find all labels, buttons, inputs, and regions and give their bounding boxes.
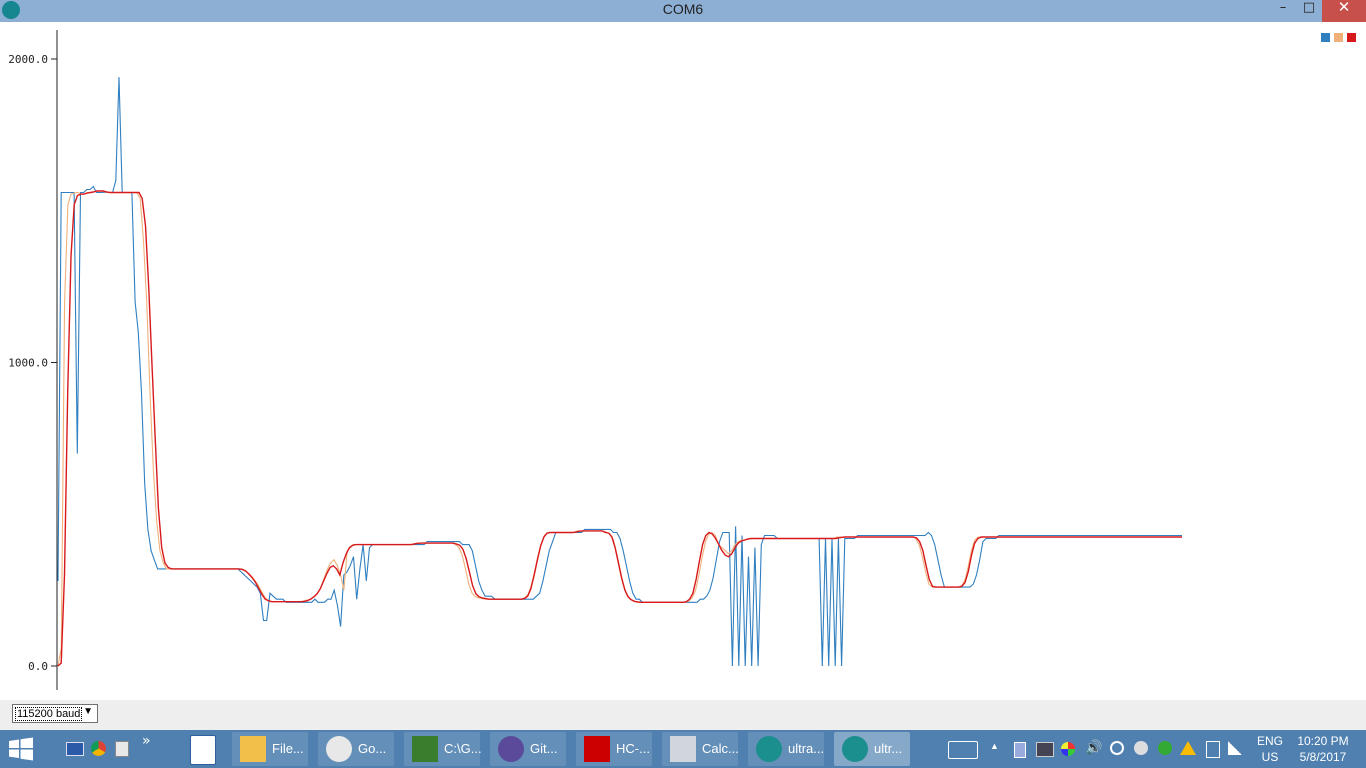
quicklaunch-chrome-icon[interactable] — [91, 741, 106, 756]
taskbar-task-label: C:\G... — [444, 741, 482, 756]
maximize-button[interactable]: □ — [1302, 0, 1316, 15]
y-tick-label: 0.0 — [28, 660, 48, 673]
plot-canvas: 2000.0 1000.0 0.0 — [8, 30, 1356, 690]
y-tick-label: 2000.0 — [8, 53, 48, 66]
input-language-indicator[interactable]: ENG US — [1254, 733, 1286, 765]
region-code: US — [1261, 750, 1279, 764]
baud-rate-value: 115200 baud — [15, 707, 83, 721]
legend-swatch-2 — [1334, 33, 1343, 42]
pdf-icon — [584, 736, 610, 762]
chevron-down-icon: ▼ — [83, 706, 93, 717]
chrome-icon — [326, 736, 352, 762]
google-drive-icon[interactable] — [1180, 741, 1196, 755]
series-line-2 — [57, 190, 1182, 667]
quicklaunch-calculator-icon[interactable] — [115, 741, 129, 757]
tray-warning-icon[interactable] — [1134, 741, 1148, 755]
y-tick-label: 1000.0 — [8, 357, 48, 370]
clock-time: 10:20 PM — [1297, 734, 1349, 748]
battery-icon[interactable] — [1206, 741, 1220, 758]
series-line-1 — [57, 77, 1182, 667]
file-explorer-icon — [240, 736, 266, 762]
system-clock[interactable]: 10:20 PM 5/8/2017 — [1292, 733, 1354, 765]
taskbar-task-label: ultr... — [874, 741, 903, 756]
taskbar-task-label: Go... — [358, 741, 387, 756]
windows-logo-icon — [9, 737, 33, 761]
taskbar-task-4[interactable]: Git... — [490, 732, 566, 766]
notepad-plus-icon — [412, 736, 438, 762]
clock-date: 5/8/2017 — [1299, 750, 1347, 764]
taskbar-task-6[interactable]: Calc... — [662, 732, 739, 766]
legend-swatch-3 — [1347, 33, 1356, 42]
arduino-icon — [756, 736, 782, 762]
quicklaunch-desktop-icon[interactable] — [66, 742, 84, 756]
calculator-icon — [670, 736, 696, 762]
serial-plotter: 2000.0 1000.0 0.0 — [0, 22, 1366, 700]
baud-rate-select[interactable]: 115200 baud ▼ — [12, 704, 98, 723]
taskbar-task-3[interactable]: C:\G... — [404, 732, 482, 766]
taskbar-task-5[interactable]: HC-... — [576, 732, 652, 766]
show-hidden-icons-button[interactable]: ▲ — [990, 741, 999, 751]
keyboard-icon[interactable] — [948, 741, 978, 759]
window-title: COM6 — [662, 1, 704, 17]
taskbar-task-7[interactable]: ultra... — [748, 732, 824, 766]
minimize-button[interactable]: – — [1279, 0, 1287, 15]
tray-sync-icon[interactable] — [1110, 741, 1124, 755]
tray-security-icon[interactable] — [1158, 741, 1172, 755]
taskbar-task-label: File... — [272, 741, 304, 756]
taskbar-task-8[interactable]: ultr... — [834, 732, 910, 766]
taskbar-task-label: HC-... — [616, 741, 650, 756]
quicklaunch-overflow-chevron[interactable]: » — [142, 733, 151, 749]
taskbar-task-2[interactable]: Go... — [318, 732, 394, 766]
tray-monitor-icon[interactable] — [1036, 742, 1054, 757]
start-button[interactable] — [8, 737, 34, 761]
window-titlebar[interactable]: COM6 – □ ✕ — [0, 0, 1366, 22]
tray-color-icon[interactable] — [1061, 742, 1075, 756]
notepad-pinned-icon[interactable] — [190, 735, 216, 765]
arduino-app-icon[interactable] — [2, 1, 20, 19]
taskbar-task-label: Git... — [530, 741, 558, 756]
volume-icon[interactable]: 🔊 — [1085, 740, 1103, 756]
network-signal-icon[interactable] — [1228, 741, 1242, 755]
taskbar-task-1[interactable]: File... — [232, 732, 308, 766]
series-line-3 — [57, 190, 1182, 667]
arduino-icon — [842, 736, 868, 762]
language-code: ENG — [1256, 734, 1283, 748]
github-icon — [498, 736, 524, 762]
tray-app-icon[interactable] — [1014, 742, 1026, 758]
close-button[interactable]: ✕ — [1322, 0, 1366, 22]
windows-taskbar: » File... Go... C:\G... Git... HC-... Calc...… — [0, 730, 1366, 768]
legend-swatch-1 — [1321, 33, 1330, 42]
taskbar-task-label: Calc... — [702, 741, 739, 756]
plotter-controls: 115200 baud ▼ — [0, 700, 1366, 730]
taskbar-task-label: ultra... — [788, 741, 825, 756]
